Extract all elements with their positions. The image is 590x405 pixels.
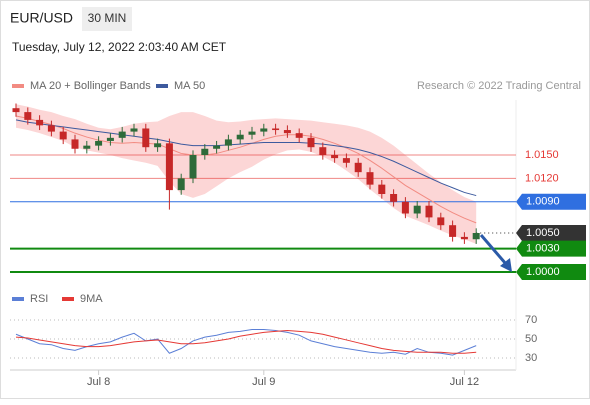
candle-body bbox=[437, 217, 445, 226]
candle-body bbox=[472, 233, 480, 240]
candle-body bbox=[425, 205, 433, 218]
candle-body bbox=[342, 158, 350, 163]
candle-body bbox=[47, 125, 55, 132]
candle-body bbox=[201, 148, 209, 155]
level-label: 1.0120 bbox=[525, 172, 559, 184]
y-tick-label: 30 bbox=[525, 352, 537, 364]
forecast-arrow bbox=[479, 234, 512, 272]
candle-body bbox=[165, 143, 173, 191]
legend-swatch bbox=[12, 84, 24, 88]
candle-body bbox=[390, 194, 398, 202]
level-label: 1.0050 bbox=[526, 227, 560, 239]
legend-label: 9MA bbox=[80, 293, 103, 305]
y-tick-label: 50 bbox=[525, 333, 537, 345]
candle-body bbox=[307, 137, 315, 148]
credit: Research © 2022 Trading Central bbox=[417, 80, 581, 92]
candle-body bbox=[449, 225, 457, 237]
level-label: 1.0030 bbox=[526, 243, 560, 255]
candle-body bbox=[154, 143, 162, 148]
candle-body bbox=[366, 172, 374, 185]
level-label-box bbox=[516, 225, 586, 241]
candle-body bbox=[224, 139, 232, 146]
legend-label: MA 50 bbox=[174, 80, 205, 92]
candle-body bbox=[283, 130, 291, 134]
legend-swatch bbox=[62, 297, 74, 301]
candle-body bbox=[319, 147, 327, 155]
candle-body bbox=[95, 140, 103, 146]
candle-body bbox=[272, 128, 280, 131]
candle-body bbox=[130, 128, 138, 132]
candle-body bbox=[260, 128, 268, 132]
candle-body bbox=[106, 137, 114, 141]
candle-body bbox=[460, 236, 468, 240]
interval-box bbox=[82, 7, 132, 31]
symbol: EUR/USD bbox=[10, 10, 73, 26]
level-label: 1.0150 bbox=[525, 149, 559, 161]
legend-swatch bbox=[12, 297, 24, 301]
candle-body bbox=[24, 112, 32, 120]
level-label: 1.0000 bbox=[526, 266, 560, 278]
ma-line bbox=[15, 119, 477, 197]
level-label: 1.0090 bbox=[526, 196, 560, 208]
candle-body bbox=[248, 131, 256, 135]
candle-body bbox=[83, 145, 91, 149]
level-label-box bbox=[516, 240, 586, 257]
candle-body bbox=[331, 155, 339, 159]
y-tick-label: 70 bbox=[525, 314, 537, 326]
datetime: Tuesday, July 12, 2022 2:03:40 AM CET bbox=[12, 40, 227, 54]
candle-body bbox=[295, 133, 303, 138]
legend-swatch bbox=[156, 84, 168, 88]
level-label-box bbox=[516, 193, 586, 210]
level-label-box bbox=[516, 264, 586, 280]
x-tick-label: Jul 9 bbox=[252, 376, 275, 388]
rsi-line bbox=[15, 329, 477, 354]
candle-body bbox=[213, 145, 221, 149]
candle-body bbox=[236, 134, 244, 140]
candle-body bbox=[59, 131, 67, 140]
candle-body bbox=[142, 128, 150, 148]
interval: 30 MIN bbox=[88, 11, 127, 25]
legend-label: MA 20 + Bollinger Bands bbox=[30, 80, 151, 92]
legend-label: RSI bbox=[30, 293, 48, 305]
candle-body bbox=[354, 162, 362, 173]
rsi-line bbox=[15, 329, 477, 356]
bollinger-band bbox=[16, 104, 477, 244]
candle-body bbox=[36, 119, 44, 126]
candle-body bbox=[12, 108, 20, 113]
candle-body bbox=[177, 178, 185, 191]
x-tick-label: Jul 8 bbox=[87, 376, 110, 388]
ma-line bbox=[15, 115, 477, 224]
x-tick-label: Jul 12 bbox=[450, 376, 479, 388]
candle-body bbox=[71, 139, 79, 149]
candle-body bbox=[118, 131, 126, 138]
candle-body bbox=[378, 184, 386, 194]
candle-body bbox=[401, 201, 409, 214]
candle-body bbox=[189, 155, 197, 179]
candle-body bbox=[413, 205, 421, 214]
